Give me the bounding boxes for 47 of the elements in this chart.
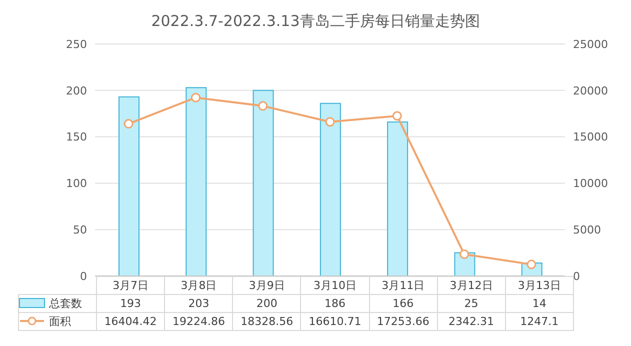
- y-tick-label: 150: [66, 130, 87, 144]
- data-label: 19224.86: [164, 312, 233, 330]
- data-label: 25: [437, 294, 506, 312]
- x-tick-label: 3月10日: [300, 276, 370, 294]
- data-label: 2342.31: [437, 312, 506, 330]
- x-tick-label: 3月12日: [437, 276, 506, 294]
- data-label: 18328.56: [232, 312, 301, 330]
- x-tick-label: 3月8日: [164, 276, 233, 294]
- data-label: 16404.42: [96, 312, 165, 330]
- bar: [387, 121, 408, 276]
- bar: [118, 96, 140, 276]
- data-label: 16610.71: [300, 312, 370, 330]
- data-label: 1247.1: [505, 312, 574, 330]
- data-label: 17253.66: [369, 312, 438, 330]
- y-tick-label: 0: [80, 270, 87, 283]
- x-tick-label: 3月9日: [232, 276, 301, 294]
- y2-tick-label: 15000: [573, 130, 608, 144]
- point: [392, 111, 402, 121]
- point: [325, 117, 335, 127]
- y2-tick-label: 0: [573, 270, 580, 283]
- point: [190, 92, 200, 102]
- data-label: 166: [369, 294, 438, 312]
- data-label: 203: [164, 294, 233, 312]
- data-label: 200: [232, 294, 301, 312]
- point: [460, 250, 470, 260]
- x-tick-label: 3月7日: [96, 276, 165, 294]
- x-tick-label: 3月13日: [505, 276, 574, 294]
- x-tick-label: 3月11日: [369, 276, 438, 294]
- y-tick-label: 200: [66, 84, 87, 98]
- y-tick-label: 100: [66, 177, 87, 190]
- bar: [186, 87, 207, 276]
- data-label: 14: [505, 294, 574, 312]
- point: [124, 119, 134, 129]
- point: [258, 101, 268, 111]
- y2-tick-label: 20000: [573, 84, 608, 98]
- chart-title: 2022.3.7-2022.3.13青岛二手房每日销量走势图: [150, 11, 481, 32]
- bar: [252, 90, 274, 276]
- legend-label: 总套数: [48, 296, 82, 311]
- y2-tick-label: 10000: [573, 177, 608, 190]
- y2-tick-label: 25000: [573, 38, 608, 51]
- bar: [320, 102, 341, 276]
- y2-tick-label: 5000: [573, 224, 601, 237]
- data-label: 186: [300, 294, 370, 312]
- legend-label: 面积: [48, 314, 71, 329]
- y-tick-label: 250: [66, 38, 87, 51]
- y-tick-label: 50: [73, 224, 87, 237]
- data-label: 193: [96, 294, 165, 312]
